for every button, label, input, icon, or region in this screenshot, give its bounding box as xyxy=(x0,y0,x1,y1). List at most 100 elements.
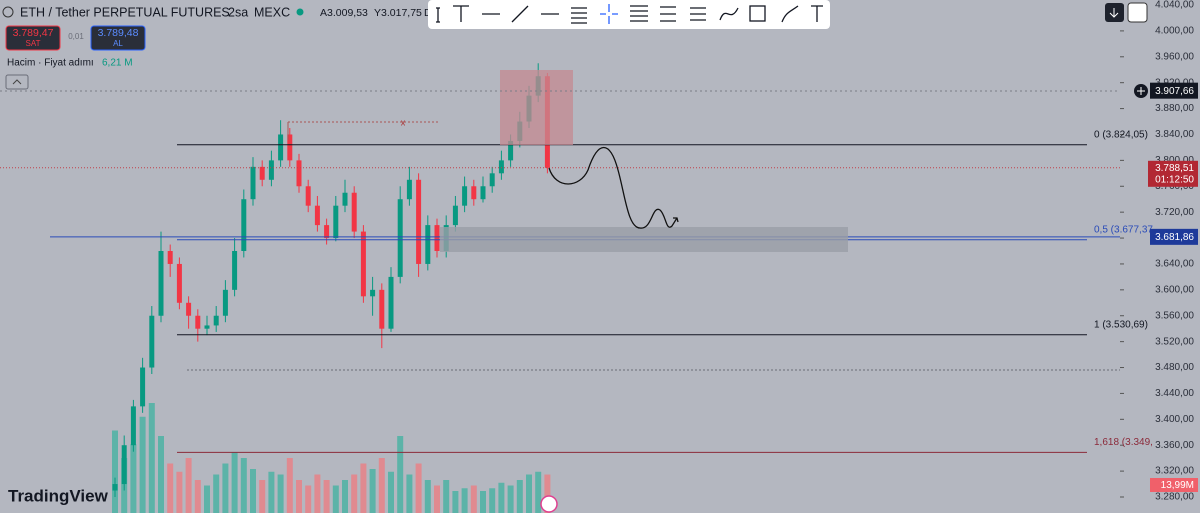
candle-body xyxy=(268,160,274,180)
volume-bar xyxy=(489,488,496,513)
candle-body xyxy=(213,315,219,326)
candle-body xyxy=(379,289,385,329)
volume-bar xyxy=(176,471,183,513)
ohlc-low: A3.009,53 xyxy=(320,7,368,19)
volume-bar xyxy=(535,471,542,513)
y-tick-label: 3.960,00 xyxy=(1155,51,1194,62)
settings-button[interactable] xyxy=(1127,2,1148,23)
add-icon xyxy=(1137,87,1145,95)
volume-bar xyxy=(130,444,137,513)
volume-bar xyxy=(452,491,459,513)
indicator-name[interactable]: Hacim · Fiyat adımı xyxy=(7,58,94,69)
candle-body xyxy=(112,484,118,491)
volume-bar xyxy=(231,452,238,513)
candle-body xyxy=(130,406,136,446)
tool-trend[interactable] xyxy=(511,5,529,23)
volume-bar xyxy=(470,485,477,513)
volume-bar xyxy=(268,471,275,513)
y-tick-label: 4.040,00 xyxy=(1155,0,1194,11)
volume-bar xyxy=(498,482,505,513)
buy-button[interactable] xyxy=(90,25,146,51)
candle-body xyxy=(406,179,412,200)
tool-channel[interactable] xyxy=(660,6,676,22)
countdown: 01:12:50 xyxy=(1155,174,1194,185)
y-tick-label: 3.880,00 xyxy=(1155,103,1194,114)
volume-bar xyxy=(360,463,367,513)
volume-bar xyxy=(259,480,266,513)
tool-pitchfork[interactable] xyxy=(630,5,648,22)
candle-body xyxy=(360,231,366,297)
volume-bar xyxy=(305,485,312,513)
exchange: MEXC xyxy=(254,5,290,19)
volume-bar xyxy=(443,480,450,513)
fib-label: 1,618 (3.349, xyxy=(1094,437,1153,448)
y-tick-label: 3.440,00 xyxy=(1155,388,1194,399)
y-tick-label: 3.320,00 xyxy=(1155,466,1194,477)
volume-bar xyxy=(461,488,468,513)
y-tick-label: 3.800,00 xyxy=(1155,155,1194,166)
volume-bar xyxy=(388,471,394,513)
candle-body xyxy=(462,186,468,206)
volume-bar xyxy=(112,430,118,513)
candle-body xyxy=(296,160,302,187)
last-price-label: 3.788,51 xyxy=(1155,163,1194,174)
volume-bar xyxy=(296,480,302,513)
volume-bar xyxy=(286,458,293,513)
volume-label: 13,99M xyxy=(1161,480,1194,491)
volume-bar xyxy=(342,480,348,513)
y-tick-label: 4.000,00 xyxy=(1155,26,1194,37)
symbol[interactable]: ETH / Tether PERPETUAL FUTURES xyxy=(20,5,230,19)
candle-body xyxy=(342,192,348,206)
sell-label[interactable]: SAT xyxy=(26,39,41,48)
candle-body xyxy=(232,251,238,290)
volume-bar xyxy=(158,436,164,513)
indicator-value: 6,21 M xyxy=(102,58,133,69)
volume-bar xyxy=(323,480,330,513)
candle-body xyxy=(333,205,339,239)
y-tick-label: 3.840,00 xyxy=(1155,129,1194,140)
candle-body xyxy=(508,140,514,161)
volume-bar xyxy=(332,485,339,513)
tool-rect[interactable] xyxy=(749,5,766,22)
candle-body xyxy=(397,199,403,277)
volume-bar xyxy=(406,474,413,513)
fib-label: 1 (3.530,69) xyxy=(1094,319,1148,330)
candle-body xyxy=(250,166,256,200)
fib-label: 0,5 (3.677,37 xyxy=(1094,224,1153,235)
volume-bar xyxy=(526,474,532,513)
volume-tag xyxy=(1150,478,1198,492)
y-tick-label: 3.600,00 xyxy=(1155,284,1194,295)
tool-parallel[interactable] xyxy=(690,7,706,21)
volume-bar xyxy=(397,436,404,513)
tool-drag[interactable] xyxy=(436,5,469,23)
tool-text[interactable] xyxy=(811,5,823,22)
fib-label: 0 (3.824,05) xyxy=(1094,129,1148,140)
alert-icon[interactable] xyxy=(540,495,558,513)
volume-bar xyxy=(415,463,422,513)
last-price-tag xyxy=(1148,160,1198,187)
tool-fib[interactable] xyxy=(571,7,587,24)
volume-bar xyxy=(424,480,431,513)
interval[interactable]: 2sa xyxy=(228,5,248,19)
collapse-button[interactable] xyxy=(5,74,29,90)
tool-crosshair[interactable] xyxy=(600,4,618,24)
tool-brush[interactable] xyxy=(719,7,739,21)
candle-body xyxy=(287,134,293,161)
sell-button[interactable] xyxy=(5,25,61,51)
line-price-label: 3.681,86 xyxy=(1155,232,1194,243)
buy-price[interactable]: 3.789,48 xyxy=(98,27,139,39)
symbol-icon[interactable] xyxy=(2,6,14,18)
candle-body xyxy=(370,289,376,297)
collapse-icon xyxy=(12,79,22,85)
candle-body xyxy=(498,160,504,174)
tool-curve[interactable] xyxy=(781,5,799,23)
candle-body xyxy=(222,289,228,316)
line-price-tag xyxy=(1150,228,1198,245)
sell-price[interactable]: 3.789,47 xyxy=(13,27,54,39)
candle-body xyxy=(195,315,201,329)
scroll-icon xyxy=(1109,8,1119,18)
status-dot xyxy=(296,8,304,16)
buy-label[interactable]: AL xyxy=(113,39,123,48)
candle-body xyxy=(324,225,330,239)
